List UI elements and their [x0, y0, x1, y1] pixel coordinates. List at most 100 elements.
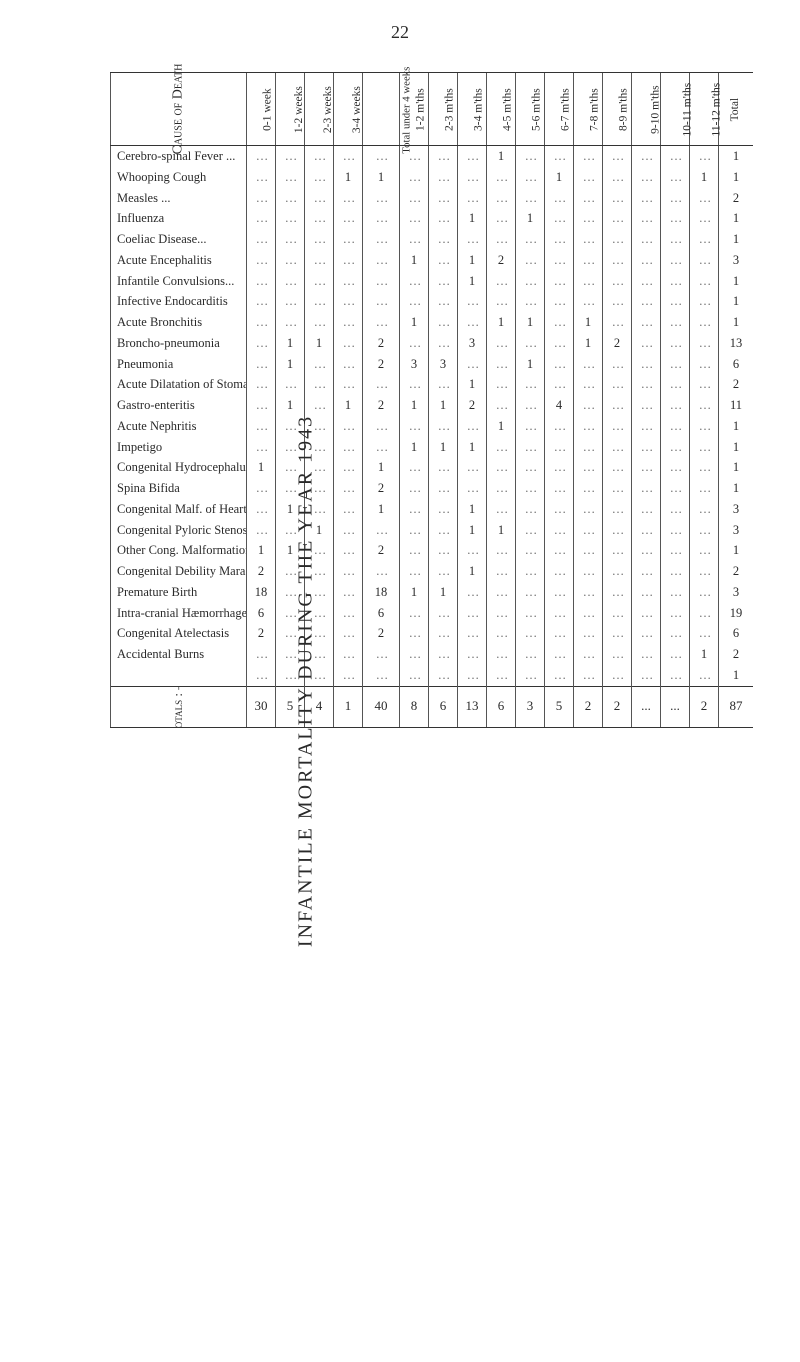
col-header-tu4: Total under 4 weeks — [363, 73, 400, 146]
cell: … — [690, 478, 719, 499]
cell: … — [334, 520, 363, 541]
cell: … — [487, 333, 516, 354]
empty-dots: … — [438, 191, 449, 205]
empty-dots: … — [583, 481, 594, 495]
row-label: Whooping Cough — [111, 167, 247, 188]
cell: … — [661, 478, 690, 499]
empty-dots: … — [409, 377, 420, 391]
empty-dots: … — [525, 460, 536, 474]
cell: … — [632, 146, 661, 167]
cell: … — [487, 167, 516, 188]
cell: … — [690, 499, 719, 520]
empty-dots: … — [343, 419, 354, 433]
empty-dots: … — [467, 481, 478, 495]
cell: … — [545, 188, 574, 209]
empty-dots: … — [409, 274, 420, 288]
cell: … — [487, 540, 516, 561]
cell: … — [429, 167, 458, 188]
cell: … — [429, 623, 458, 644]
empty-dots: … — [343, 253, 354, 267]
cell: … — [429, 188, 458, 209]
empty-dots: … — [612, 647, 623, 661]
empty-dots: … — [467, 585, 478, 599]
cell: … — [690, 603, 719, 624]
empty-dots: … — [525, 481, 536, 495]
empty-dots: … — [525, 668, 536, 682]
cell: … — [516, 333, 545, 354]
table-row: Gastro-enteritis…1…12112……4……………11 — [111, 395, 754, 416]
cell: … — [429, 374, 458, 395]
empty-dots: … — [467, 357, 478, 371]
empty-dots: … — [670, 149, 681, 163]
cell: … — [429, 520, 458, 541]
cell: 1 — [276, 354, 305, 375]
empty-dots: … — [496, 294, 507, 308]
empty-dots: … — [496, 502, 507, 516]
cell: … — [690, 623, 719, 644]
cell: … — [363, 229, 400, 250]
cell: … — [516, 395, 545, 416]
empty-dots: … — [256, 668, 267, 682]
empty-dots: … — [343, 523, 354, 537]
empty-dots: … — [641, 253, 652, 267]
empty-dots: … — [256, 274, 267, 288]
cell: … — [276, 208, 305, 229]
empty-dots: … — [314, 377, 325, 391]
cell: … — [363, 250, 400, 271]
cell: … — [632, 188, 661, 209]
cell: … — [690, 582, 719, 603]
cell: … — [305, 208, 334, 229]
cell: … — [400, 188, 429, 209]
cell: … — [603, 457, 632, 478]
empty-dots: … — [612, 377, 623, 391]
empty-dots: … — [409, 668, 420, 682]
cell: … — [429, 208, 458, 229]
cell: 1 — [690, 167, 719, 188]
col-header-m5_6: 5-6 m'ths — [516, 73, 545, 146]
empty-dots: … — [343, 647, 354, 661]
col-header-m6_7: 6-7 m'ths — [545, 73, 574, 146]
cell: … — [632, 354, 661, 375]
row-label: Broncho-pneumonia — [111, 333, 247, 354]
row-label: Congenital Hydrocephalus — [111, 457, 247, 478]
cell: … — [400, 333, 429, 354]
cell: … — [458, 582, 487, 603]
cell: … — [458, 167, 487, 188]
empty-dots: … — [554, 606, 565, 620]
cell: … — [305, 188, 334, 209]
totals-cell: 2 — [603, 686, 632, 727]
empty-dots: … — [525, 232, 536, 246]
cell: … — [363, 561, 400, 582]
empty-dots: … — [554, 502, 565, 516]
empty-dots: … — [554, 668, 565, 682]
col-header-m2_3: 2-3 m'ths — [429, 73, 458, 146]
col-header-w0_1: 0-1 week — [247, 73, 276, 146]
table-row: Broncho-pneumonia…11…2……3………12………13 — [111, 333, 754, 354]
cell: … — [690, 312, 719, 333]
empty-dots: … — [314, 253, 325, 267]
cell: … — [363, 644, 400, 665]
empty-dots: … — [525, 398, 536, 412]
col-header-label: Total under 4 weeks — [400, 66, 412, 153]
cell: 3 — [719, 520, 754, 541]
cell: 2 — [363, 540, 400, 561]
cell: … — [429, 229, 458, 250]
empty-dots: … — [699, 398, 710, 412]
cell: … — [545, 540, 574, 561]
empty-dots: … — [256, 523, 267, 537]
cell: … — [334, 478, 363, 499]
empty-dots: … — [256, 315, 267, 329]
row-label: Acute Bronchitis — [111, 312, 247, 333]
cell: … — [334, 540, 363, 561]
cell: 1 — [458, 208, 487, 229]
col-header-label: 9-10 m'ths — [650, 86, 663, 134]
cell: … — [487, 665, 516, 686]
cell: 1 — [429, 395, 458, 416]
cell: … — [400, 520, 429, 541]
cell: … — [545, 250, 574, 271]
empty-dots: … — [641, 211, 652, 225]
cell: 19 — [719, 603, 754, 624]
cell: 4 — [545, 395, 574, 416]
cell: … — [516, 416, 545, 437]
empty-dots: … — [496, 440, 507, 454]
